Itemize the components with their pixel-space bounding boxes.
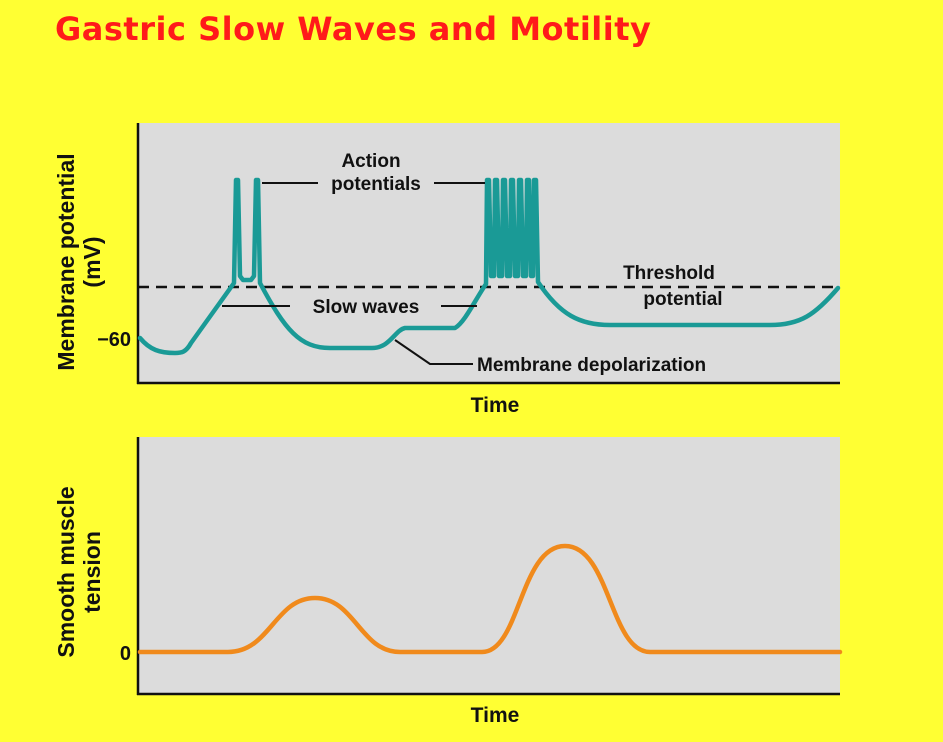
membrane-depolarization-leader <box>394 339 473 365</box>
membrane-potential-trace <box>137 177 841 356</box>
top-xlabel: Time <box>471 394 520 417</box>
action-potentials-label-line2: potentials <box>331 174 421 195</box>
bottom-ytick-label: 0 <box>120 643 131 665</box>
threshold-label-line2: potential <box>643 289 722 310</box>
bottom-plot-area <box>138 437 840 693</box>
bottom-xlabel: Time <box>471 704 520 727</box>
threshold-label-line1: Threshold <box>623 263 715 284</box>
smooth-muscle-tension-panel: 0 Time Smooth muscle tension <box>53 437 843 727</box>
top-ylabel-line2: (mV) <box>79 236 105 287</box>
bottom-ylabel-line1: Smooth muscle <box>53 486 79 657</box>
smooth-muscle-tension-trace <box>137 543 843 655</box>
membrane-depolarization-label: Membrane depolarization <box>477 355 706 376</box>
slow-waves-label: Slow waves <box>313 297 420 318</box>
top-ytick-label: −60 <box>97 329 131 351</box>
slide-title: Gastric Slow Waves and Motility <box>55 10 652 48</box>
annotation-leaders <box>222 182 485 365</box>
bottom-ylabel-line2: tension <box>79 531 105 613</box>
top-ylabel-line1: Membrane potential <box>53 153 79 370</box>
action-potentials-label-line1: Action <box>341 151 400 172</box>
membrane-potential-panel: Action potentials Threshold potential Sl… <box>53 123 841 417</box>
